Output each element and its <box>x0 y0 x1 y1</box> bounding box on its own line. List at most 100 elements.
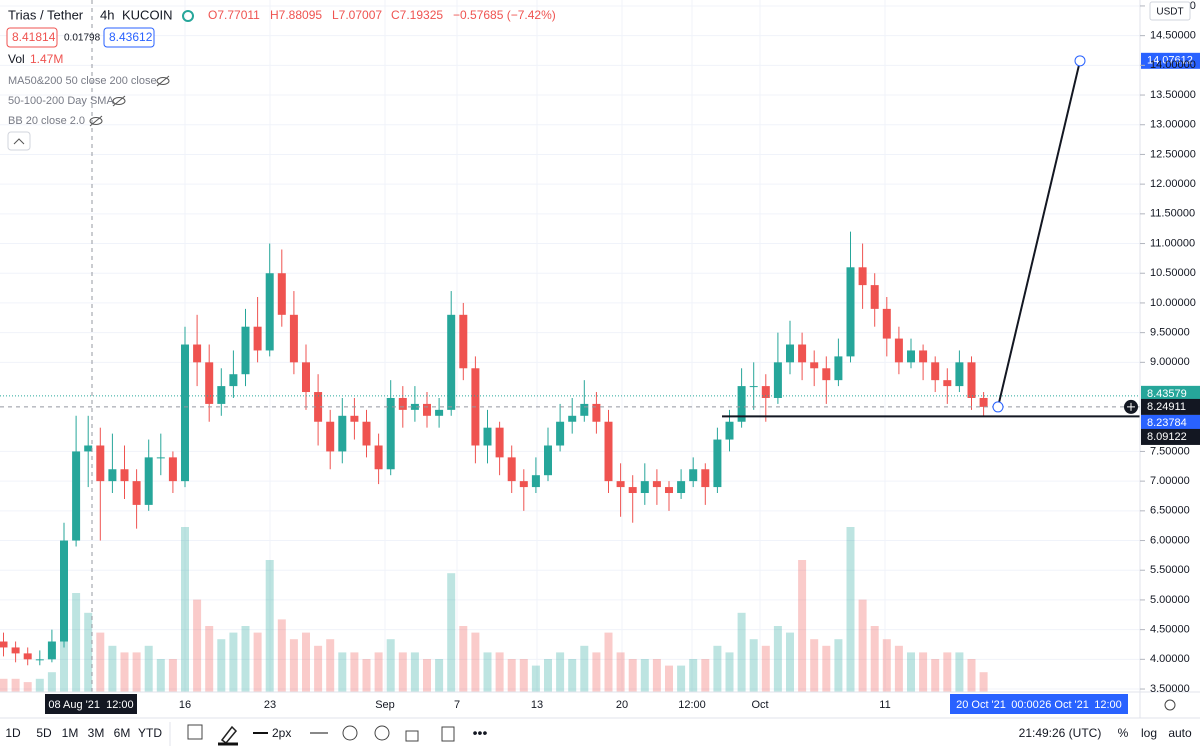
option[interactable]: % <box>1118 726 1129 740</box>
volume-bar <box>773 626 782 692</box>
y-tick-label: 4.50000 <box>1150 624 1190 636</box>
volume-layer <box>0 527 988 692</box>
volume-bar <box>156 659 165 692</box>
range-button[interactable]: 1D <box>5 726 21 740</box>
candle-body <box>265 273 274 351</box>
collapse-button[interactable] <box>7 131 31 151</box>
delete-icon[interactable] <box>441 726 455 742</box>
volume-bar <box>519 659 528 692</box>
candle-body <box>495 427 504 458</box>
candle-body <box>423 403 431 416</box>
candle-body <box>689 469 698 482</box>
candle-body <box>979 397 988 407</box>
volume-bar <box>11 678 20 692</box>
x-tick-label: 13 <box>531 699 543 711</box>
candle-body <box>943 380 952 387</box>
support-label: 8.09122 <box>1147 431 1187 443</box>
candle-body <box>858 267 867 286</box>
volume-bar <box>120 652 129 692</box>
icon[interactable] <box>187 724 203 740</box>
volume-bar <box>725 652 734 692</box>
width[interactable]: 2px <box>272 726 291 740</box>
candle-body <box>519 481 528 488</box>
volume-bar <box>132 652 141 692</box>
ohlc-high: H7.88095 <box>270 8 322 22</box>
volume-bar <box>798 560 807 692</box>
candle-body <box>435 409 444 416</box>
range-button[interactable]: YTD <box>138 726 162 740</box>
volume-bar <box>314 645 323 692</box>
volume-bar <box>374 652 383 692</box>
candle-body <box>229 374 238 387</box>
more-icon[interactable]: ••• <box>473 725 488 741</box>
anchor[interactable] <box>1074 55 1086 67</box>
candle-body <box>592 403 601 422</box>
indicator[interactable]: MA50&200 50 close 200 close <box>8 75 157 87</box>
volume-bar <box>628 659 637 692</box>
bid-box[interactable] <box>6 27 58 48</box>
candle-body <box>677 481 686 494</box>
range-button[interactable]: 6M <box>114 726 131 740</box>
range-box <box>950 694 1128 714</box>
volume-bar <box>302 632 310 692</box>
crosshair-date-box <box>45 694 137 714</box>
candle-body <box>144 457 153 505</box>
volume-bar <box>713 645 722 692</box>
candle-body <box>544 445 552 476</box>
candle-body <box>277 273 286 315</box>
option[interactable]: auto <box>1168 726 1192 740</box>
candle-body <box>23 653 32 660</box>
axis-settings-icon[interactable] <box>1164 699 1176 711</box>
volume-bar <box>907 652 915 692</box>
price-axis: 3.50000 4.00000 4.50000 5.00000 5.50000 6.000… <box>1140 0 1196 695</box>
option[interactable]: log <box>1141 726 1157 740</box>
x-tick-label: 11 <box>879 699 890 711</box>
pencil-icon[interactable] <box>220 725 238 745</box>
settings-icon[interactable] <box>342 725 358 741</box>
volume-bar <box>556 652 565 692</box>
volume-bar <box>592 652 601 692</box>
exchange: KUCOIN <box>122 7 173 22</box>
volume-bar <box>894 645 903 692</box>
y-tick-label: 10.50000 <box>1150 267 1196 279</box>
candle-body <box>810 362 819 369</box>
volume-bar <box>822 645 831 692</box>
alert-icon[interactable] <box>374 725 390 741</box>
lock-icon[interactable] <box>405 730 419 742</box>
crosshair-price-label: 8.24911 <box>1147 401 1186 413</box>
candle-body <box>398 397 407 410</box>
currency: USDT <box>1156 7 1183 18</box>
candle-body <box>640 481 649 494</box>
candle-body <box>193 344 202 363</box>
currency-box[interactable] <box>1149 1 1191 21</box>
candle-body <box>205 362 214 404</box>
indicator[interactable]: BB 20 close 2.0 <box>8 115 85 127</box>
last-price-label-box <box>1141 385 1200 402</box>
volume-bar <box>870 626 879 692</box>
indicator[interactable]: 50-100-200 Day SMA <box>8 95 114 107</box>
candle-body <box>628 487 637 494</box>
y-tick-label: 14.00000 <box>1150 59 1196 71</box>
volume-bar <box>241 626 250 692</box>
y-tick-label: 14.50000 <box>1150 30 1196 42</box>
candle-body <box>338 415 347 452</box>
range-button[interactable]: 5D <box>36 726 52 740</box>
anchor[interactable] <box>992 401 1004 413</box>
volume-bar <box>181 527 189 692</box>
candle-body <box>350 415 359 422</box>
candle-body <box>713 439 722 488</box>
ask-box[interactable] <box>103 27 155 48</box>
volume-bar <box>737 612 746 692</box>
last-price-label: 8.43579 <box>1147 388 1187 400</box>
volume-bar <box>834 639 843 692</box>
candle-body <box>217 386 226 404</box>
support-label-box <box>1141 428 1200 445</box>
volume-bar <box>410 652 419 692</box>
volume-bar <box>253 632 262 692</box>
range-button[interactable]: 3M <box>88 726 105 740</box>
volume-bar <box>677 665 686 692</box>
candle-body <box>168 457 177 482</box>
range-button[interactable]: 1M <box>62 726 79 740</box>
candle-body <box>132 481 141 505</box>
y-tick-label: 13.50000 <box>1150 89 1196 101</box>
